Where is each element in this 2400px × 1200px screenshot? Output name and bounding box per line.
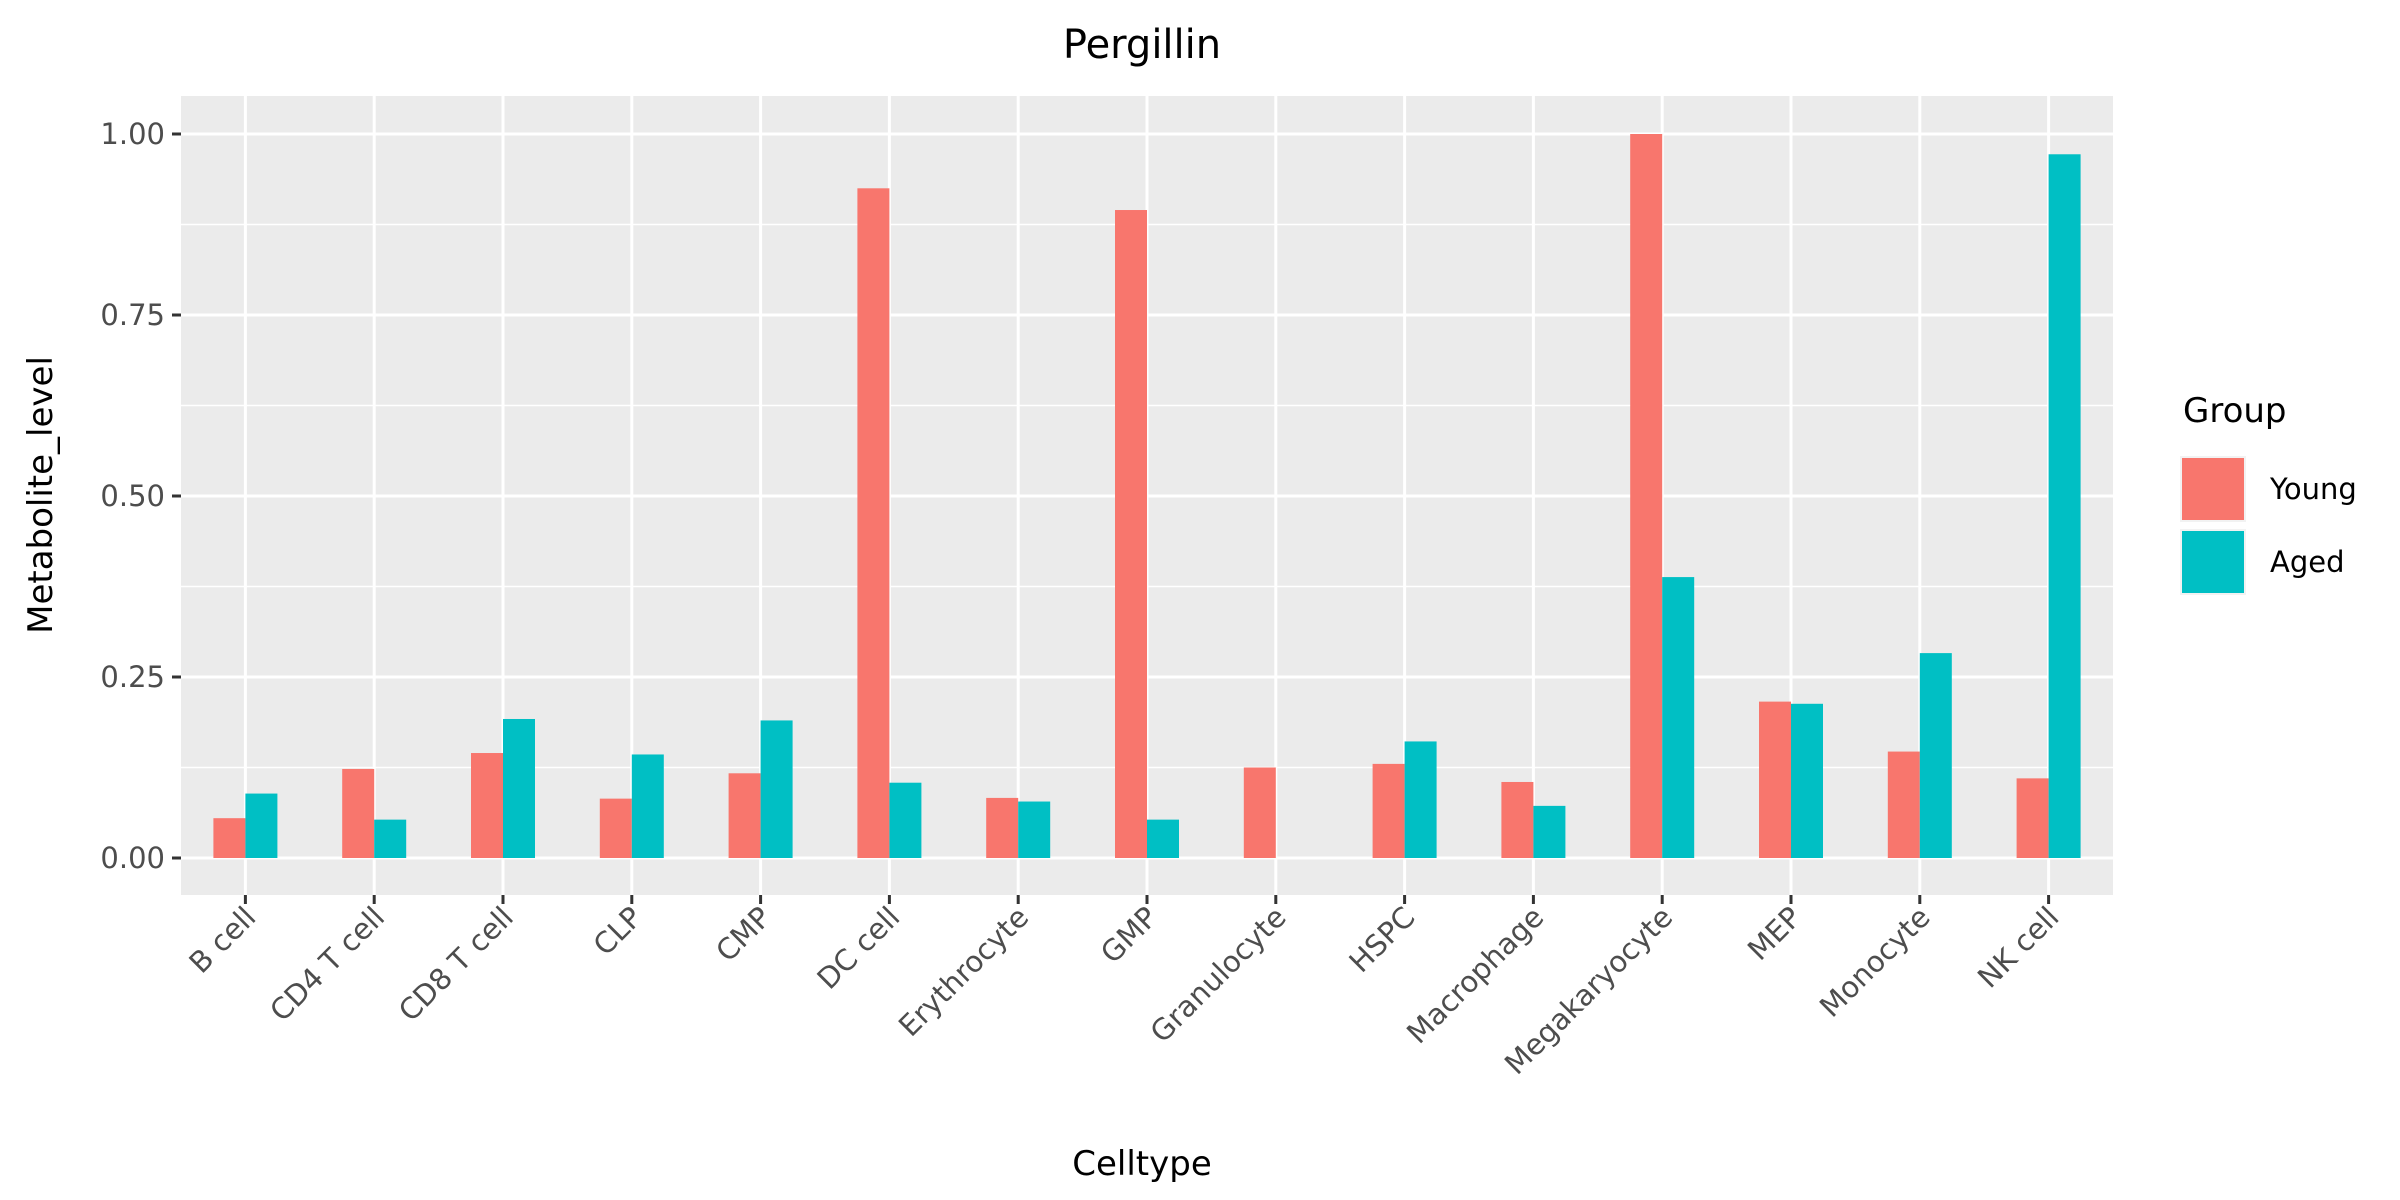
bar-young-dc-cell: [857, 188, 890, 859]
y-axis-label: Metabolite_level: [21, 356, 61, 634]
y-tick-label: 0.50: [100, 479, 165, 513]
bar-aged-monocyte: [1919, 653, 1952, 858]
bar-young-nk-cell: [2016, 778, 2049, 858]
bar-young-granulocyte: [1243, 767, 1276, 858]
legend-title: Group: [2183, 391, 2287, 431]
bar-aged-erythrocyte: [1018, 801, 1051, 858]
bar-aged-hspc: [1404, 741, 1437, 858]
y-tick-label: 0.25: [100, 660, 165, 694]
legend-label-aged: Aged: [2270, 545, 2345, 579]
legend-label-young: Young: [2269, 472, 2357, 506]
bar-aged-b-cell: [245, 793, 278, 858]
bar-young-clp: [599, 798, 632, 858]
bar-aged-macrophage: [1533, 805, 1566, 858]
bar-aged-gmp: [1147, 819, 1179, 858]
bar-young-cmp: [728, 773, 761, 858]
legend-swatch-young: [2182, 458, 2244, 520]
bar-young-hspc: [1372, 763, 1405, 858]
bar-young-cd4-t-cell: [342, 768, 375, 858]
bar-aged-cd4-t-cell: [374, 819, 407, 858]
y-tick-label: 0.75: [100, 298, 165, 332]
bar-aged-dc-cell: [889, 782, 922, 858]
bar-aged-megakaryocyte: [1662, 577, 1695, 858]
bar-young-cd8-t-cell: [471, 753, 503, 858]
bar-young-erythrocyte: [986, 797, 1019, 858]
bar-young-mep: [1759, 701, 1791, 858]
bar-aged-cd8-t-cell: [503, 718, 535, 858]
bar-young-b-cell: [213, 818, 246, 858]
bar-young-monocyte: [1887, 751, 1920, 858]
y-axis: 0.00 0.25 0.50 0.75 1.00: [100, 117, 181, 875]
bar-aged-clp: [631, 754, 664, 858]
x-axis-label: Celltype: [1072, 1144, 1212, 1184]
legend: Group Young Aged: [2180, 391, 2357, 595]
bar-aged-cmp: [760, 720, 793, 858]
bar-aged-mep: [1791, 703, 1823, 858]
bar-young-gmp: [1115, 210, 1147, 858]
y-tick-label: 1.00: [100, 117, 165, 151]
bars: [213, 134, 2081, 859]
legend-swatch-aged: [2182, 531, 2244, 593]
bar-young-megakaryocyte: [1630, 134, 1663, 858]
bar-young-macrophage: [1501, 781, 1534, 858]
bar-aged-nk-cell: [2048, 154, 2081, 859]
y-tick-label: 0.00: [100, 841, 165, 875]
chart-title: Pergillin: [1063, 22, 1221, 68]
